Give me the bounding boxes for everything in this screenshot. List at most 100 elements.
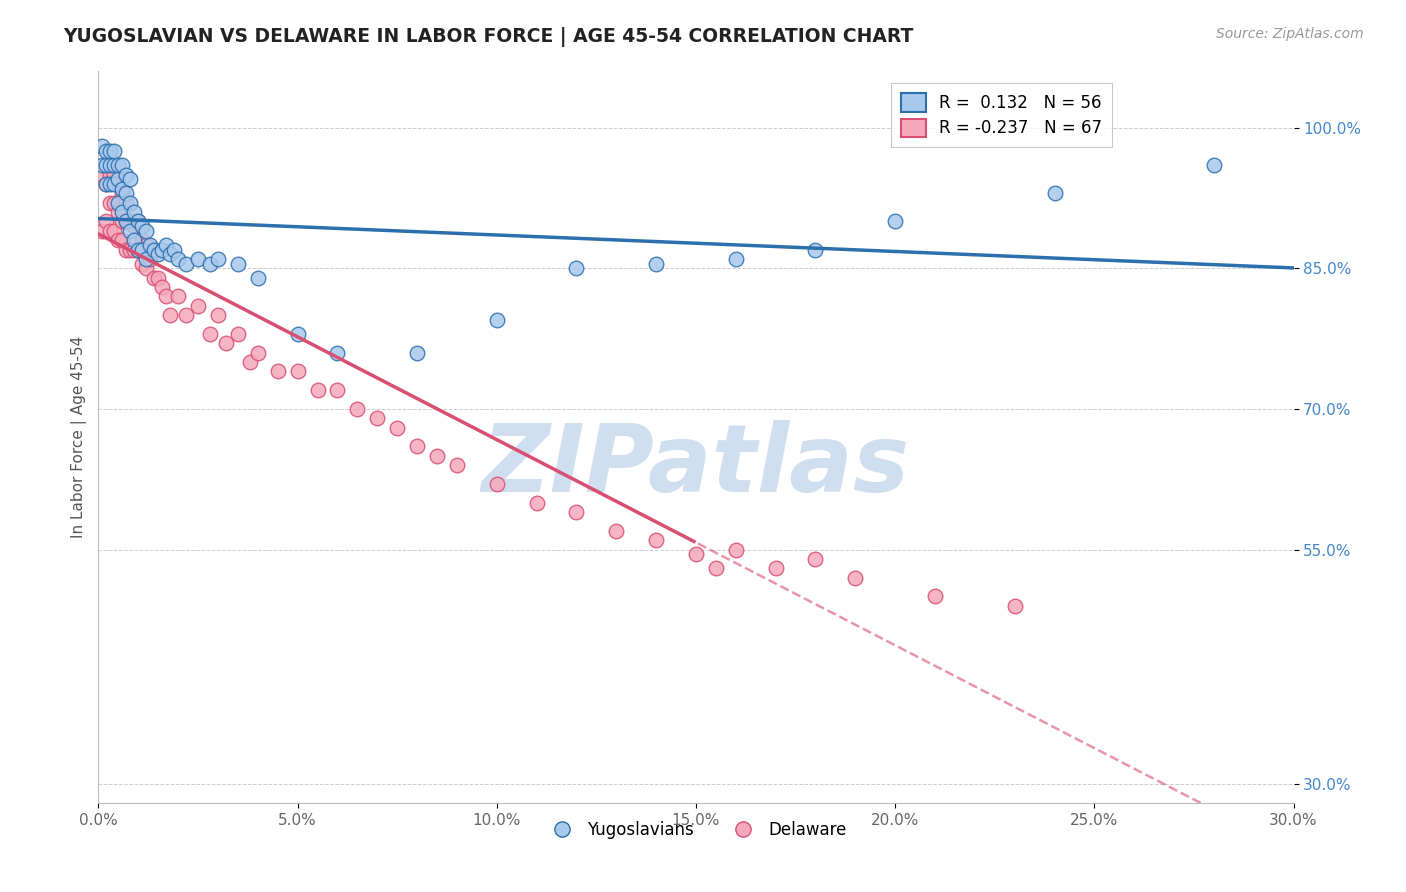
Point	[198, 257, 221, 271]
Point	[150, 243, 173, 257]
Point	[91, 158, 114, 172]
Point	[107, 172, 129, 186]
Point	[150, 280, 173, 294]
Point	[385, 420, 409, 434]
Point	[174, 308, 197, 322]
Point	[645, 533, 668, 548]
Point	[131, 243, 153, 257]
Point	[406, 440, 429, 454]
Point	[120, 243, 142, 257]
Point	[120, 195, 142, 210]
Point	[103, 195, 125, 210]
Point	[91, 168, 114, 182]
Point	[98, 168, 122, 182]
Point	[107, 195, 129, 210]
Point	[103, 224, 125, 238]
Point	[135, 224, 157, 238]
Point	[645, 257, 668, 271]
Point	[685, 547, 707, 561]
Point	[765, 561, 787, 575]
Point	[143, 270, 166, 285]
Point	[124, 243, 146, 257]
Point	[326, 383, 349, 397]
Point	[96, 158, 118, 172]
Point	[96, 214, 118, 228]
Point	[124, 205, 146, 219]
Point	[155, 289, 177, 303]
Point	[111, 205, 134, 219]
Point	[120, 224, 142, 238]
Point	[426, 449, 449, 463]
Point	[91, 224, 114, 238]
Point	[98, 224, 122, 238]
Point	[107, 177, 129, 191]
Point	[98, 144, 122, 158]
Point	[107, 233, 129, 247]
Point	[804, 552, 827, 566]
Text: YUGOSLAVIAN VS DELAWARE IN LABOR FORCE | AGE 45-54 CORRELATION CHART: YUGOSLAVIAN VS DELAWARE IN LABOR FORCE |…	[63, 27, 914, 46]
Point	[96, 177, 118, 191]
Point	[131, 233, 153, 247]
Point	[111, 181, 134, 195]
Point	[207, 252, 229, 266]
Point	[884, 214, 907, 228]
Legend: Yugoslavians, Delaware: Yugoslavians, Delaware	[538, 814, 853, 846]
Point	[103, 144, 125, 158]
Point	[127, 214, 149, 228]
Point	[127, 214, 149, 228]
Point	[246, 270, 269, 285]
Point	[115, 214, 138, 228]
Point	[115, 186, 138, 201]
Point	[135, 261, 157, 276]
Point	[1043, 186, 1066, 201]
Point	[159, 308, 181, 322]
Point	[98, 195, 122, 210]
Point	[1004, 599, 1026, 613]
Y-axis label: In Labor Force | Age 45-54: In Labor Force | Age 45-54	[72, 336, 87, 538]
Point	[120, 172, 142, 186]
Point	[239, 355, 262, 369]
Point	[526, 496, 548, 510]
Point	[246, 345, 269, 359]
Point	[267, 364, 290, 378]
Point	[98, 158, 122, 172]
Point	[226, 257, 249, 271]
Point	[174, 257, 197, 271]
Point	[159, 247, 181, 261]
Point	[207, 308, 229, 322]
Point	[187, 299, 209, 313]
Point	[124, 219, 146, 233]
Point	[131, 219, 153, 233]
Point	[346, 401, 368, 416]
Point	[724, 542, 747, 557]
Point	[167, 289, 190, 303]
Point	[167, 252, 190, 266]
Point	[96, 177, 118, 191]
Text: ZIPatlas: ZIPatlas	[482, 420, 910, 512]
Point	[215, 336, 238, 351]
Point	[198, 326, 221, 341]
Point	[143, 243, 166, 257]
Point	[565, 505, 588, 519]
Point	[287, 326, 309, 341]
Point	[115, 168, 138, 182]
Point	[155, 237, 177, 252]
Point	[135, 237, 157, 252]
Point	[724, 252, 747, 266]
Point	[103, 177, 125, 191]
Point	[127, 243, 149, 257]
Point	[131, 257, 153, 271]
Point	[91, 139, 114, 153]
Point	[446, 458, 468, 473]
Text: Source: ZipAtlas.com: Source: ZipAtlas.com	[1216, 27, 1364, 41]
Point	[804, 243, 827, 257]
Point	[103, 168, 125, 182]
Point	[148, 247, 170, 261]
Point	[1202, 158, 1225, 172]
Point	[924, 590, 946, 604]
Point	[107, 158, 129, 172]
Point	[115, 243, 138, 257]
Point	[605, 524, 627, 538]
Point	[115, 214, 138, 228]
Point	[844, 571, 866, 585]
